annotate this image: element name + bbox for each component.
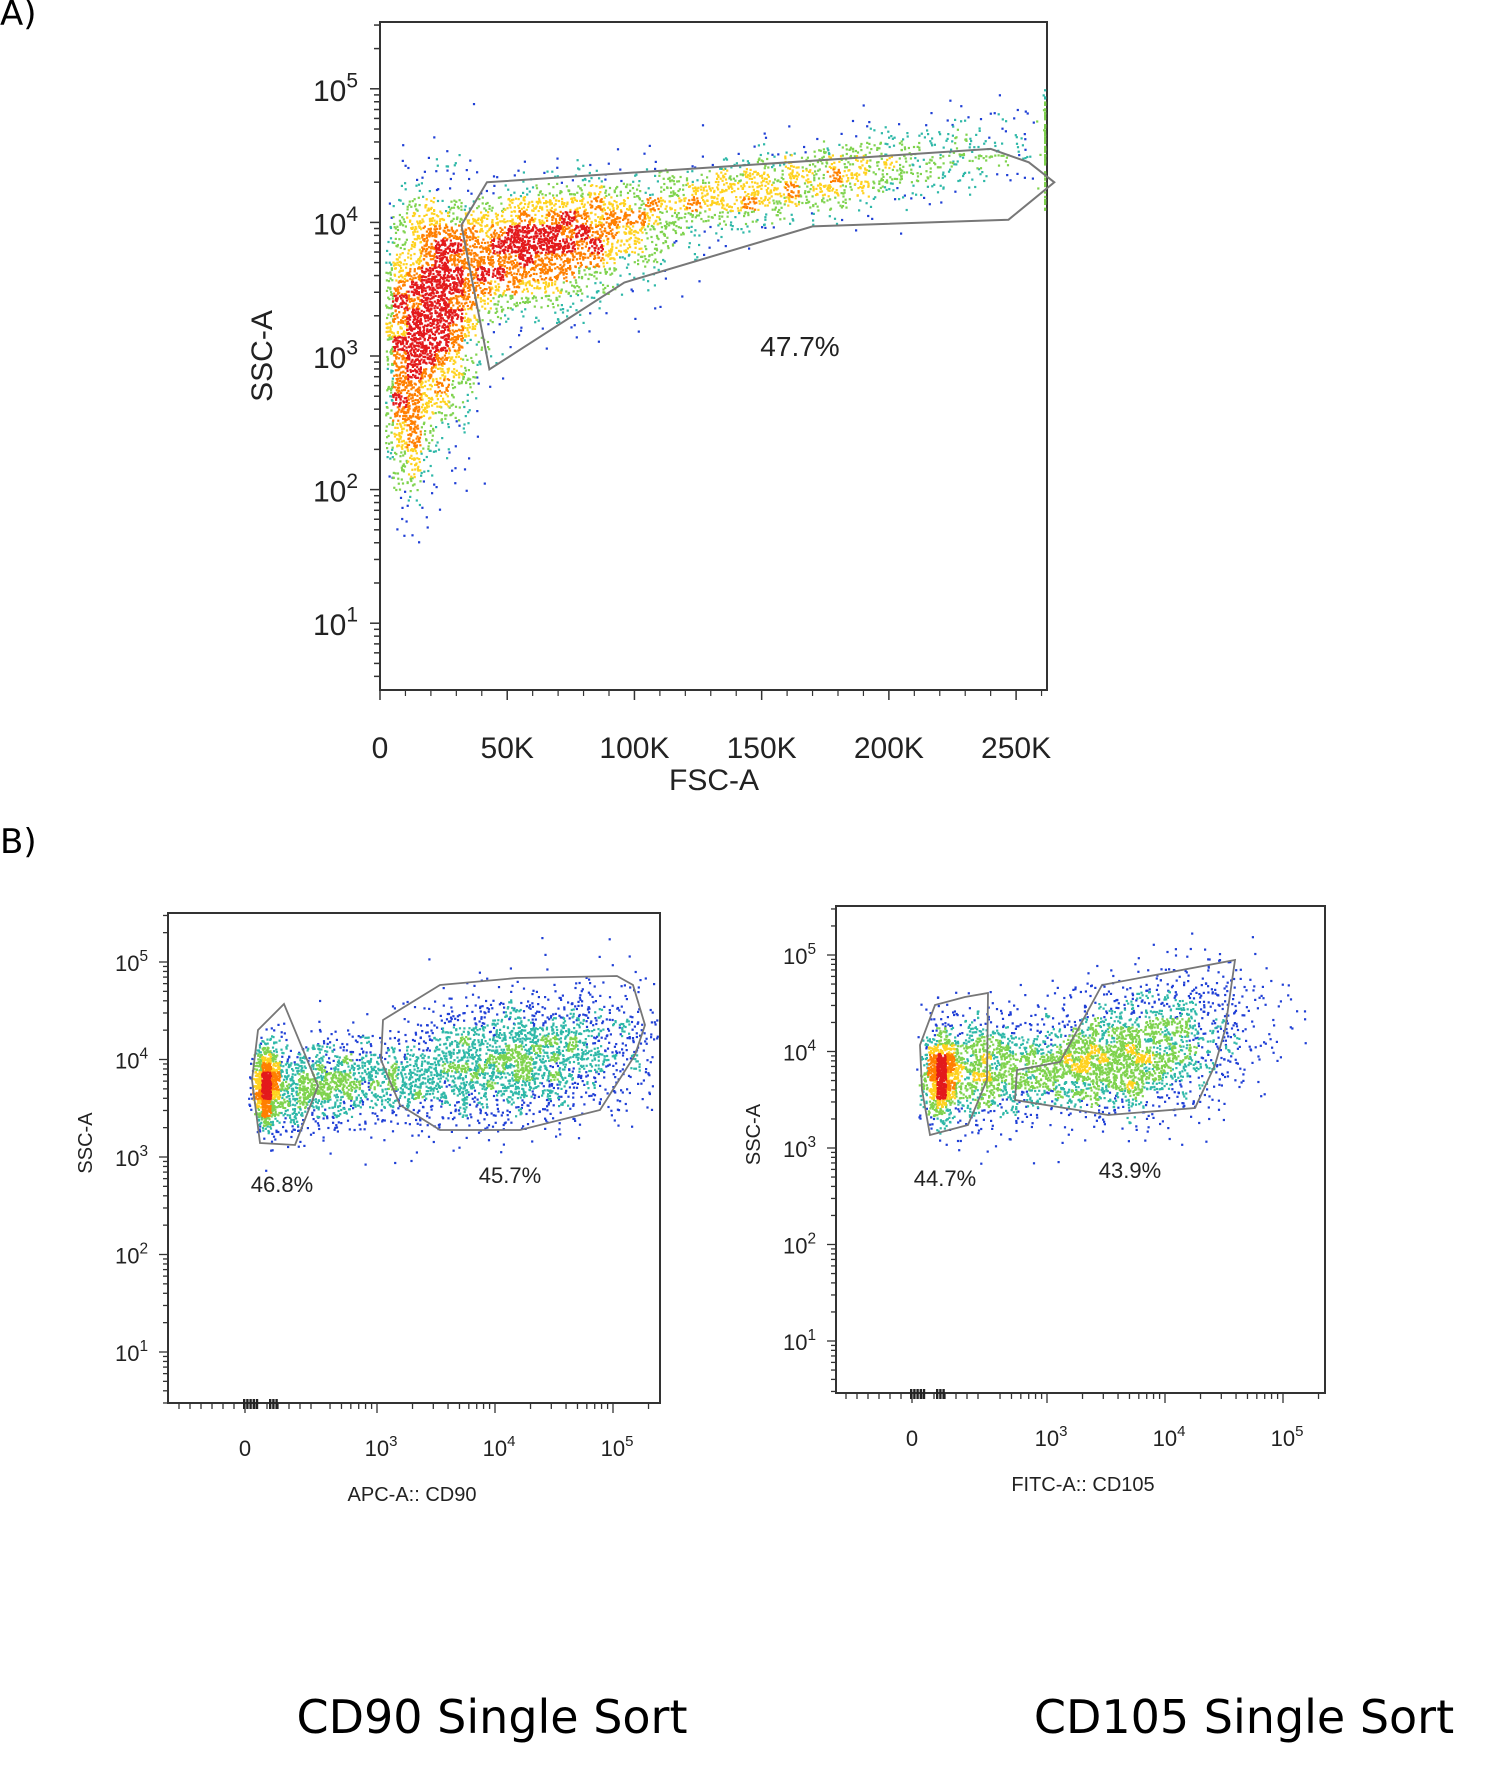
y-tick-label: 104 bbox=[783, 1038, 816, 1066]
y-tick-label: 103 bbox=[115, 1143, 148, 1171]
axis-rug bbox=[942, 1389, 945, 1399]
gate-percentage: 44.7% bbox=[914, 1166, 976, 1191]
x-tick-label: 0 bbox=[372, 732, 389, 765]
gate-percentage: 47.7% bbox=[760, 331, 839, 362]
panel-a-chart: 47.7% 101 102 103 104 105 0 50K 100K 150K 200K 250K… bbox=[246, 21, 1056, 797]
gate-polygon bbox=[380, 975, 646, 1131]
x-axis-title: APC-A:: CD90 bbox=[348, 1484, 477, 1506]
scatter-points bbox=[385, 89, 1047, 544]
gate-polygon bbox=[460, 147, 1056, 372]
y-tick-label: 102 bbox=[313, 470, 358, 509]
axis-rug bbox=[269, 1399, 272, 1409]
axis-rug bbox=[939, 1389, 942, 1399]
plot-frame bbox=[835, 905, 1326, 1394]
y-tick-label: 101 bbox=[783, 1327, 816, 1355]
axis-rug bbox=[922, 1389, 926, 1399]
panel-b-chart-2: 44.7% 43.9% 101 102 103 104 105 0 103 104 105 FITC-… bbox=[743, 905, 1326, 1496]
gate-polygon bbox=[1014, 958, 1237, 1116]
gate-polygon bbox=[919, 991, 989, 1137]
plot-frame bbox=[167, 912, 661, 1404]
y-tick-label: 102 bbox=[783, 1231, 816, 1259]
y-tick-label: 101 bbox=[115, 1338, 148, 1366]
gate-polygon bbox=[251, 1002, 319, 1146]
gate-percentage: 43.9% bbox=[1099, 1158, 1161, 1183]
x-tick-label: 0 bbox=[906, 1426, 918, 1451]
axis-rug bbox=[243, 1399, 246, 1409]
y-axis-title: SSC-A bbox=[743, 1103, 765, 1165]
x-axis-title: FITC-A:: CD105 bbox=[1011, 1474, 1154, 1496]
axis-rug bbox=[272, 1399, 275, 1409]
x-tick-label: 105 bbox=[1271, 1423, 1304, 1451]
x-tick-label: 104 bbox=[1153, 1423, 1186, 1451]
axis-rug bbox=[916, 1389, 919, 1399]
gate-percentage: 46.8% bbox=[251, 1172, 313, 1197]
x-tick-label: 50K bbox=[481, 732, 534, 765]
y-tick-label: 105 bbox=[313, 69, 358, 108]
x-tick-label: 250K bbox=[981, 732, 1051, 765]
x-tick-label: 150K bbox=[727, 732, 797, 765]
y-tick-label: 105 bbox=[115, 948, 148, 976]
x-axis-title: FSC-A bbox=[669, 764, 759, 797]
gate-percentage: 45.7% bbox=[479, 1163, 541, 1188]
axis-rug bbox=[913, 1389, 916, 1399]
y-tick-label: 104 bbox=[115, 1046, 148, 1074]
axis-rug bbox=[910, 1389, 913, 1399]
y-tick-label: 104 bbox=[313, 203, 358, 242]
axis-rug bbox=[255, 1399, 259, 1409]
x-tick-label: 0 bbox=[239, 1436, 251, 1461]
y-axis-title: SSC-A bbox=[246, 310, 279, 402]
axis-rug bbox=[246, 1399, 249, 1409]
y-tick-label: 103 bbox=[313, 337, 358, 376]
x-tick-label: 200K bbox=[854, 732, 924, 765]
x-tick-label: 105 bbox=[601, 1433, 634, 1461]
y-tick-label: 105 bbox=[783, 941, 816, 969]
panel-b-chart-1: 46.8% 45.7% 101 102 103 104 105 0 103 104 105 APC-A… bbox=[75, 912, 661, 1506]
plot-frame bbox=[379, 21, 1048, 691]
caption-cd105: CD105 Single Sort bbox=[1033, 1690, 1455, 1744]
panel-b-label: B) bbox=[0, 822, 37, 862]
axis-rug bbox=[919, 1389, 922, 1399]
y-tick-label: 101 bbox=[313, 604, 358, 643]
y-axis-title: SSC-A bbox=[75, 1112, 97, 1174]
x-tick-label: 103 bbox=[365, 1433, 398, 1461]
scatter-points bbox=[248, 937, 659, 1172]
scatter-points bbox=[916, 932, 1307, 1165]
y-tick-label: 103 bbox=[783, 1134, 816, 1162]
caption-cd90: CD90 Single Sort bbox=[296, 1690, 688, 1744]
axis-rug bbox=[275, 1399, 278, 1409]
x-tick-label: 104 bbox=[483, 1433, 516, 1461]
y-tick-label: 102 bbox=[115, 1241, 148, 1269]
x-tick-label: 103 bbox=[1035, 1423, 1068, 1451]
axis-rug bbox=[252, 1399, 255, 1409]
panel-a-label: A) bbox=[0, 0, 37, 34]
axis-rug bbox=[249, 1399, 252, 1409]
x-tick-label: 100K bbox=[599, 732, 669, 765]
axis-rug bbox=[936, 1389, 939, 1399]
